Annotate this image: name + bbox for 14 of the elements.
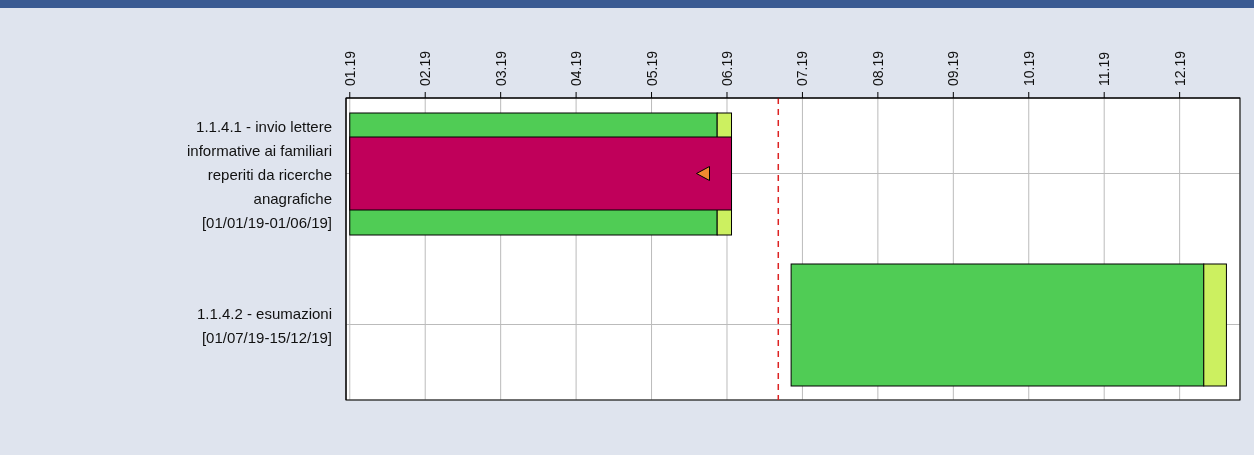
x-tick-label: 08.19 [869, 50, 886, 86]
y-tick-label: 1.1.4.2 - esumazioni [01/07/19-15/12/19] [196, 304, 332, 345]
x-tick-label: 09.19 [945, 50, 962, 86]
x-tick-label: 05.19 [643, 50, 660, 86]
x-tick-label: 01.19 [341, 50, 358, 86]
x-tick-label: 07.19 [794, 50, 811, 86]
y-tick-label: 1.1.4.1 - invio lettere informative ai familiari reperiti da ricerche anagrafiche [01/01/19-01/06/19] [186, 117, 332, 230]
x-tick-label: 12.19 [1171, 50, 1188, 86]
x-tick-label: 11.19 [1096, 51, 1113, 86]
x-tick-label: 03.19 [492, 50, 509, 86]
x-tick-label: 06.19 [718, 50, 735, 86]
x-tick-label: 10.19 [1020, 50, 1037, 86]
x-tick-label: 04.19 [568, 50, 585, 86]
x-tick-label: 02.19 [417, 50, 434, 86]
